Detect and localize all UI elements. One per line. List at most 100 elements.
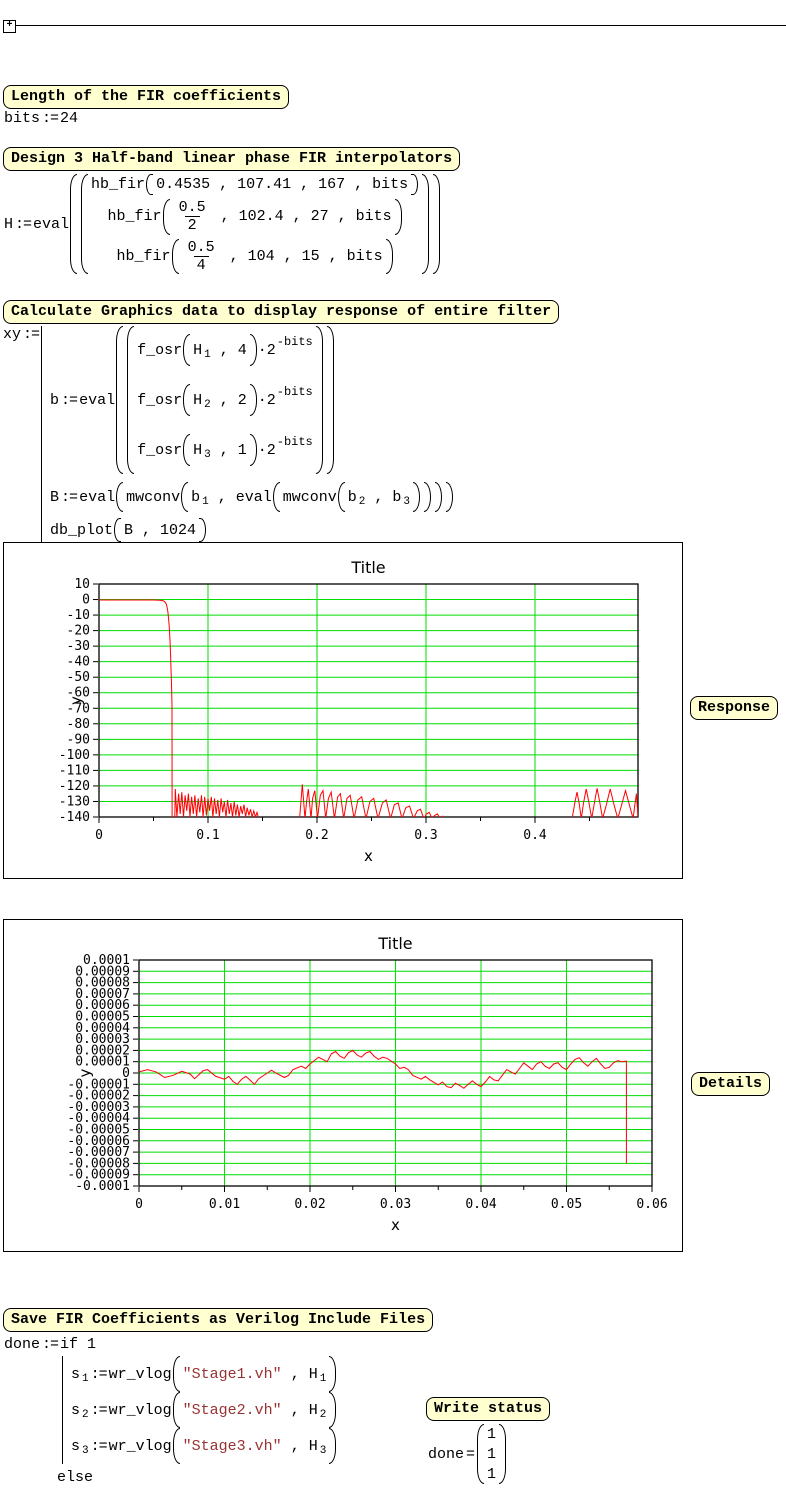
collapsed-area-separator: + bbox=[0, 18, 786, 34]
open-paren bbox=[116, 326, 124, 474]
y-axis-label: y bbox=[67, 696, 85, 705]
svg-text:0.04: 0.04 bbox=[465, 1197, 496, 1212]
svg-text:0.03: 0.03 bbox=[380, 1197, 411, 1212]
svg-text:-30: -30 bbox=[67, 639, 90, 654]
else-line: else bbox=[57, 1469, 94, 1486]
if-body: s 1:= wr_vlog "Stage1.vh" , H 1 s 2:= wr_vlog "S… bbox=[62, 1356, 337, 1464]
svg-text:-130: -130 bbox=[59, 794, 90, 809]
b-matrix-rows: f_osr H 1 , 4·2 -bits f_osr H 2 , 2·2 -bits f_os… bbox=[137, 326, 313, 474]
write-status-label[interactable]: Write status bbox=[426, 1397, 551, 1421]
details-label[interactable]: Details bbox=[691, 1072, 771, 1096]
svg-text:-110: -110 bbox=[59, 763, 90, 778]
b-lhs: b:= eval bbox=[50, 391, 116, 409]
svg-text:0.00005: 0.00005 bbox=[75, 1010, 130, 1025]
svg-text:0.06: 0.06 bbox=[636, 1197, 667, 1212]
bits-definition[interactable]: bits:= 24 bbox=[4, 110, 79, 127]
chart-title: Title bbox=[377, 934, 412, 953]
svg-text:0.4: 0.4 bbox=[523, 828, 547, 843]
filter-response-db bbox=[99, 599, 638, 817]
svg-text:-0.00005: -0.00005 bbox=[67, 1123, 130, 1138]
x-axis-label: x bbox=[364, 847, 373, 865]
svg-text:0.00001: 0.00001 bbox=[75, 1055, 130, 1070]
text-region-save-coefficients[interactable]: Save FIR Coefficients as Verilog Include… bbox=[3, 1308, 434, 1332]
svg-text:0.00002: 0.00002 bbox=[75, 1043, 130, 1058]
open-paren bbox=[70, 174, 78, 274]
text-region-length-of-coefficients[interactable]: Length of the FIR coefficients bbox=[3, 85, 290, 109]
open-paren bbox=[477, 1424, 485, 1484]
h-matrix-rows: hb_fir 0.4535 , 107.41 , 167 , bits hb_fir… bbox=[91, 174, 419, 274]
svg-text:-20: -20 bbox=[67, 624, 90, 639]
svg-text:-90: -90 bbox=[67, 732, 90, 747]
response-plot: 100-10-20-30-40-50-60-70-80-90-100-110-1… bbox=[59, 558, 639, 865]
separator-line bbox=[16, 25, 786, 26]
done-eval-lhs: done = bbox=[428, 1445, 475, 1463]
svg-text:-0.00008: -0.00008 bbox=[67, 1156, 130, 1171]
close-paren bbox=[433, 174, 441, 274]
svg-text:-120: -120 bbox=[59, 779, 90, 794]
svg-text:-0.00001: -0.00001 bbox=[67, 1077, 130, 1092]
details-plot-region[interactable]: 0.0001 0.00009 0.00008 0.00007 0.00006 0.0000… bbox=[3, 919, 683, 1252]
expand-region-icon[interactable]: + bbox=[3, 20, 16, 33]
svg-text:-140: -140 bbox=[59, 810, 90, 825]
svg-text:0.2: 0.2 bbox=[305, 828, 328, 843]
close-paren bbox=[315, 326, 323, 474]
b-definition: b:= eval f_osr H 1 , 4·2 -bits f_osr H 2 , 2·2-… bbox=[50, 326, 335, 474]
svg-text:-100: -100 bbox=[59, 748, 90, 763]
svg-text:0: 0 bbox=[82, 593, 90, 608]
svg-text:10: 10 bbox=[74, 577, 90, 592]
svg-text:0: 0 bbox=[95, 828, 103, 843]
h-lhs: H:= eval bbox=[4, 215, 70, 233]
svg-text:0.05: 0.05 bbox=[551, 1197, 582, 1212]
svg-text:0.00007: 0.00007 bbox=[75, 987, 130, 1002]
xy-definition[interactable]: xy:= b:= eval f_osr H 1 , 4·2 -bits f_osr H 2 ,… bbox=[3, 326, 454, 542]
svg-text:-10: -10 bbox=[67, 608, 90, 623]
svg-text:-80: -80 bbox=[67, 717, 90, 732]
x-axis-label: x bbox=[391, 1216, 400, 1234]
svg-text:0: 0 bbox=[135, 1197, 143, 1212]
svg-text:0.00008: 0.00008 bbox=[75, 976, 130, 991]
xy-program-body: b:= eval f_osr H 1 , 4·2 -bits f_osr H 2 , 2·2-… bbox=[41, 326, 454, 542]
response-plot-region[interactable]: 10 0 -10 -20 -30 -40 -50 -60 -70 -80 -90 -100 -110 -1… bbox=[3, 542, 683, 879]
svg-text:0: 0 bbox=[122, 1066, 130, 1081]
text-region-design-interpolators[interactable]: Design 3 Half-band linear phase FIR inte… bbox=[3, 147, 461, 171]
svg-text:0.00004: 0.00004 bbox=[75, 1021, 130, 1036]
close-paren bbox=[422, 174, 430, 274]
svg-text:0.00006: 0.00006 bbox=[75, 998, 130, 1013]
open-paren bbox=[127, 326, 135, 474]
svg-text:-40: -40 bbox=[67, 655, 90, 670]
svg-text:0.02: 0.02 bbox=[294, 1197, 325, 1212]
y-axis-label: y bbox=[76, 1068, 94, 1077]
close-paren bbox=[326, 326, 334, 474]
svg-text:0.01: 0.01 bbox=[209, 1197, 240, 1212]
svg-text:0.00009: 0.00009 bbox=[75, 964, 130, 979]
svg-text:0.1: 0.1 bbox=[196, 828, 219, 843]
details-plot: 0.00010.000090.000080.000070.000060.0000… bbox=[67, 934, 667, 1234]
text-region-calculate-graphics[interactable]: Calculate Graphics data to display respo… bbox=[3, 300, 560, 324]
if-line: done:= if 1 bbox=[4, 1336, 97, 1353]
svg-text:-50: -50 bbox=[67, 670, 90, 685]
open-paren bbox=[81, 174, 89, 274]
svg-text:0.0001: 0.0001 bbox=[83, 953, 130, 968]
svg-text:-0.00006: -0.00006 bbox=[67, 1134, 130, 1149]
svg-text:-70: -70 bbox=[67, 701, 90, 716]
db-plot-call: db_plot B , 1024 bbox=[50, 518, 207, 542]
h-definition[interactable]: H:= eval hb_fir 0.4535 , 107.41 , 167 , bi… bbox=[4, 174, 441, 274]
xy-lhs: xy:= bbox=[3, 326, 40, 343]
close-paren bbox=[499, 1424, 507, 1484]
svg-text:-0.00002: -0.00002 bbox=[67, 1089, 130, 1104]
svg-text:0.00003: 0.00003 bbox=[75, 1032, 130, 1047]
svg-text:-0.00003: -0.00003 bbox=[67, 1100, 130, 1115]
svg-text:-0.0001: -0.0001 bbox=[75, 1179, 130, 1194]
svg-text:-0.00009: -0.00009 bbox=[67, 1168, 130, 1183]
response-label[interactable]: Response bbox=[690, 696, 779, 720]
svg-text:0.3: 0.3 bbox=[414, 828, 437, 843]
response-detail-error bbox=[139, 1049, 627, 1164]
svg-text:-0.00004: -0.00004 bbox=[67, 1111, 130, 1126]
svg-text:-60: -60 bbox=[67, 686, 90, 701]
chart-title: Title bbox=[350, 558, 385, 577]
svg-text:-0.00007: -0.00007 bbox=[67, 1145, 130, 1160]
